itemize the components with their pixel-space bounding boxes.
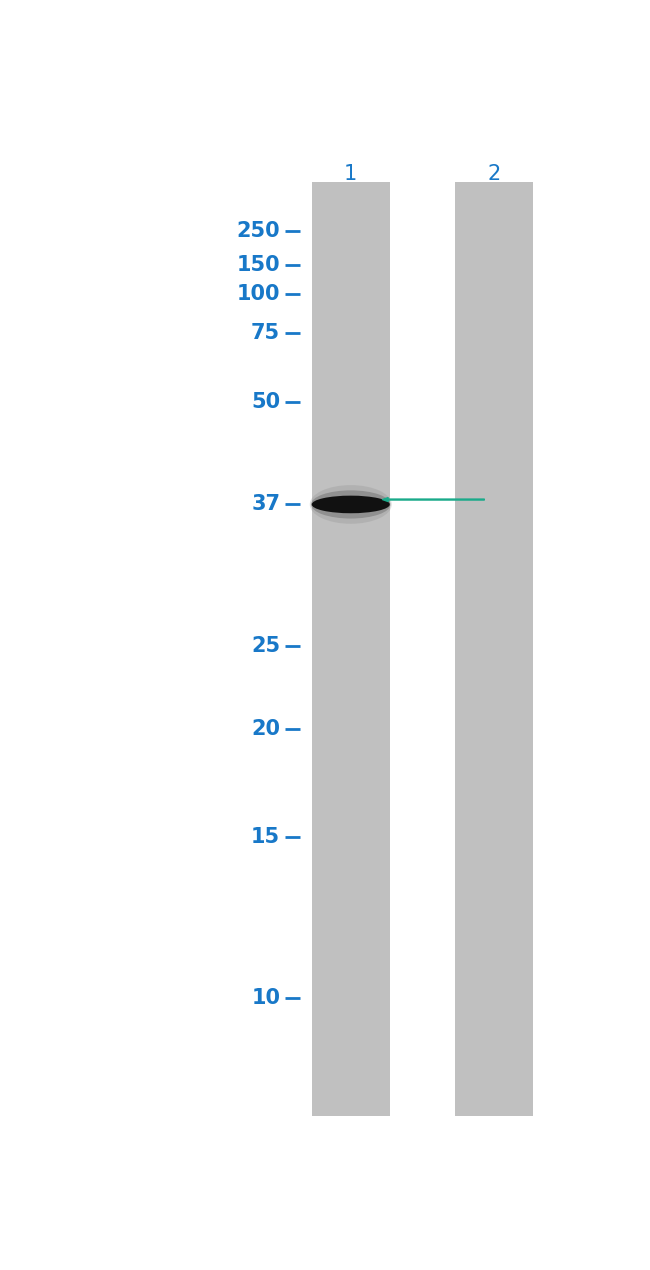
Text: 250: 250 — [237, 221, 280, 240]
Text: 37: 37 — [252, 494, 280, 514]
Text: 10: 10 — [252, 988, 280, 1008]
Text: 1: 1 — [344, 164, 358, 184]
Ellipse shape — [312, 495, 390, 513]
Text: 15: 15 — [251, 827, 280, 847]
Text: 50: 50 — [251, 391, 280, 411]
Text: 20: 20 — [252, 719, 280, 739]
Bar — [312, 182, 390, 1115]
Bar — [455, 182, 534, 1115]
Text: 100: 100 — [237, 284, 280, 305]
Ellipse shape — [310, 485, 392, 523]
Text: 150: 150 — [237, 255, 280, 274]
Ellipse shape — [311, 490, 391, 518]
Text: 2: 2 — [488, 164, 501, 184]
Text: 25: 25 — [251, 636, 280, 657]
Text: 75: 75 — [251, 324, 280, 343]
